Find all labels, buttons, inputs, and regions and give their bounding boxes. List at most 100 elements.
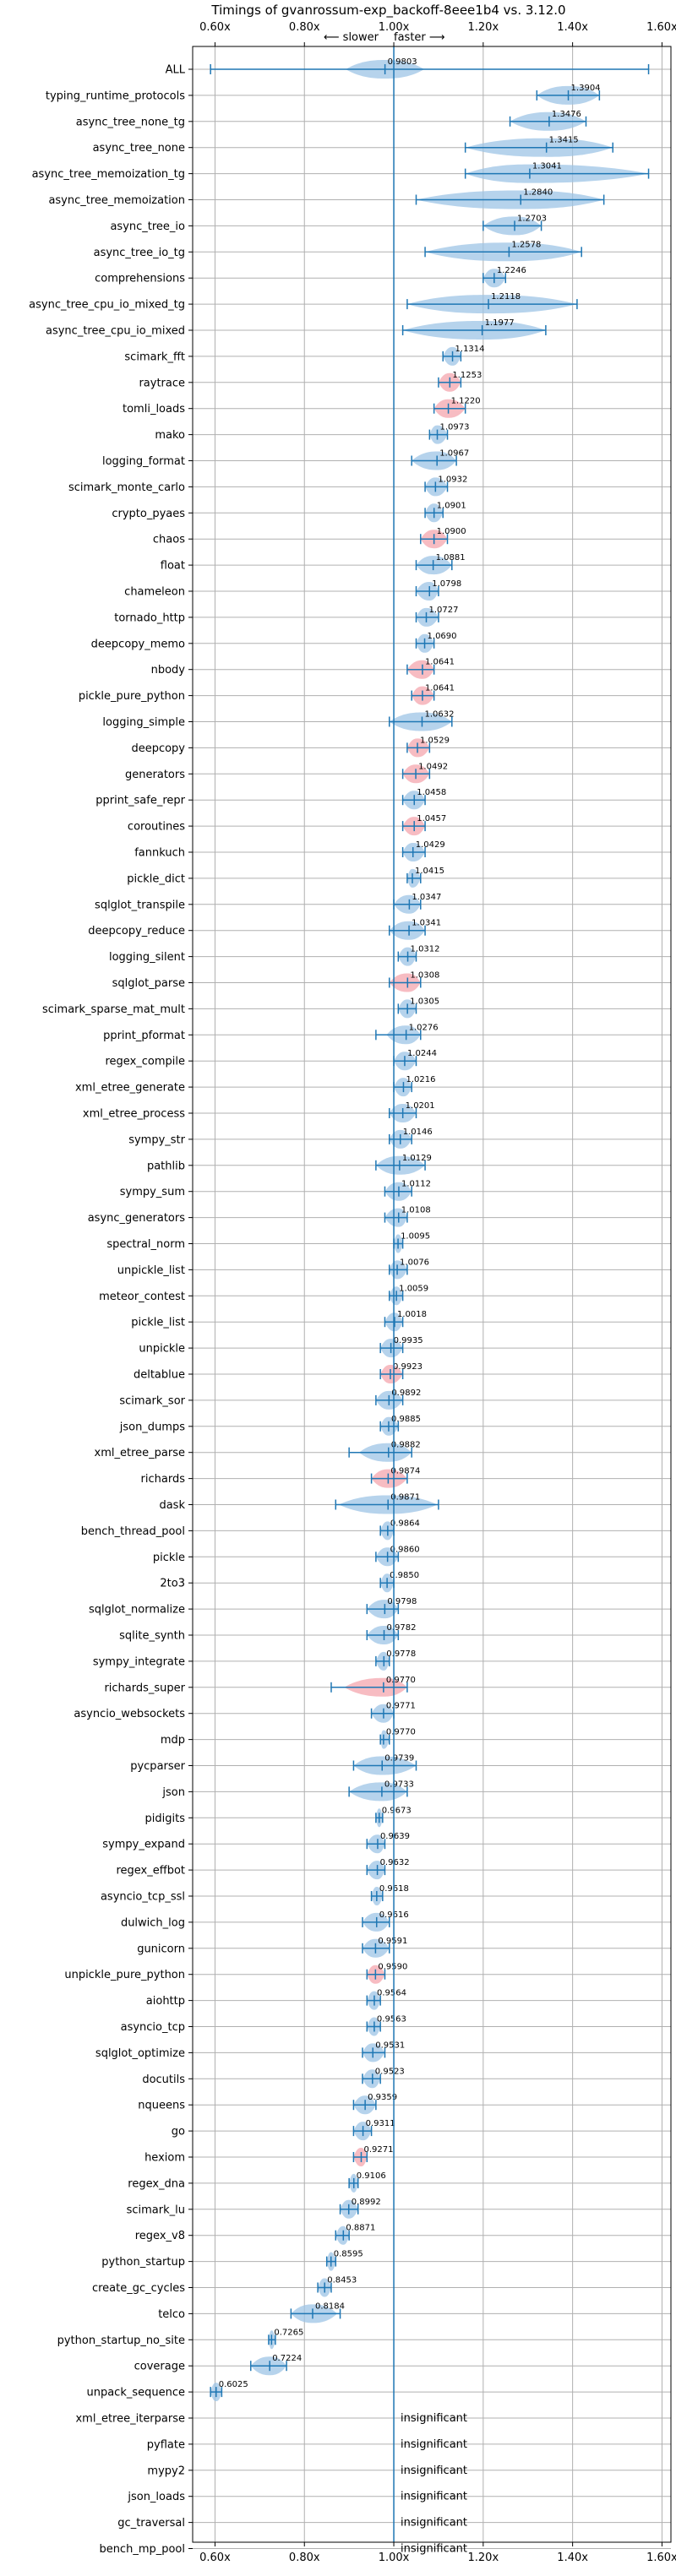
axis-ticks: 0.60x 0.60x 0.80x 0.80x 1.00x 1.00x 1.20x 1.20x… <box>29 21 676 2564</box>
benchmark-label: mypy2 <box>147 2465 185 2477</box>
value-label: 1.3476 <box>552 110 581 119</box>
benchmark-label: sqlite_synth <box>119 1630 185 1643</box>
value-label: 1.0457 <box>417 814 446 823</box>
benchmark-label: regex_compile <box>105 1056 185 1068</box>
chart-title: Timings of gvanrossum-exp_backoff-8eee1b… <box>210 3 565 19</box>
benchmark-label: xml_etree_parse <box>95 1447 185 1459</box>
value-label: 0.8992 <box>352 2198 381 2207</box>
value-label: 0.9639 <box>380 1832 410 1841</box>
value-label: 1.0312 <box>411 945 440 954</box>
value-label: 1.0881 <box>436 553 466 562</box>
value-label: 0.9106 <box>357 2171 386 2181</box>
benchmark-label: typing_runtime_protocols <box>46 90 185 102</box>
benchmark-label: pathlib <box>147 1160 185 1172</box>
benchmark-label: go <box>172 2126 185 2139</box>
benchmark-label: sympy_expand <box>102 1839 185 1851</box>
insignificant-label: insignificant <box>401 2465 467 2477</box>
benchmark-label: json <box>161 1786 185 1799</box>
value-label: 1.1977 <box>485 318 515 328</box>
benchmark-label: unpickle_list <box>117 1264 185 1277</box>
value-label: 0.9770 <box>386 1728 416 1737</box>
benchmark-label: json_dumps <box>119 1421 185 1433</box>
value-label: 0.9782 <box>387 1623 417 1633</box>
value-label: 1.0341 <box>412 919 441 928</box>
x-tick-label-top: 1.40x <box>557 21 588 34</box>
value-label: 0.9590 <box>378 1963 407 1972</box>
value-label: 1.1220 <box>451 397 481 406</box>
benchmark-label: async_tree_memoization <box>48 194 185 207</box>
x-tick-label-top: 1.00x <box>379 21 410 34</box>
benchmark-label: logging_silent <box>109 951 185 964</box>
x-tick-label-bottom: 1.40x <box>557 2552 588 2564</box>
value-label: 0.9359 <box>368 2093 397 2102</box>
benchmark-label: asyncio_websockets <box>74 1708 185 1720</box>
value-label: 1.0076 <box>400 1258 429 1267</box>
value-label: 1.3415 <box>549 136 579 145</box>
value-label: 1.0932 <box>438 475 467 484</box>
benchmark-label: deepcopy <box>131 742 185 755</box>
slower-annotation: ⟵ slower <box>324 31 379 44</box>
benchmark-label: hexiom <box>144 2152 185 2165</box>
benchmark-label: nbody <box>151 664 186 677</box>
benchmark-label: nqueens <box>138 2100 185 2112</box>
grid <box>193 46 671 2549</box>
value-label: 1.0244 <box>407 1049 437 1058</box>
value-label: 0.9864 <box>390 1519 420 1528</box>
benchmark-label: async_tree_none_tg <box>76 116 185 128</box>
faster-annotation: faster ⟶ <box>394 31 445 44</box>
benchmark-label: gc_traversal <box>117 2517 185 2530</box>
benchmark-label: asyncio_tcp <box>121 2021 185 2034</box>
value-label: 1.0415 <box>415 867 444 876</box>
benchmark-label: unpack_sequence <box>86 2387 185 2399</box>
benchmark-label: python_startup <box>101 2256 185 2269</box>
benchmark-label: mdp <box>161 1734 185 1747</box>
value-label: 1.0305 <box>410 997 439 1006</box>
value-label: 0.9935 <box>394 1336 423 1345</box>
value-label: 0.9563 <box>377 2015 406 2024</box>
insignificant-label: insignificant <box>401 2438 467 2451</box>
value-label: 0.8184 <box>315 2302 345 2311</box>
benchmark-label: deepcopy_memo <box>91 638 185 650</box>
value-label: 0.9673 <box>382 1806 412 1815</box>
benchmark-label: async_tree_io_tg <box>94 247 185 259</box>
value-label: 1.0727 <box>428 606 458 615</box>
benchmark-label: generators <box>125 769 185 781</box>
value-label: 0.9733 <box>384 1780 414 1789</box>
benchmark-label: scimark_sparse_mat_mult <box>42 1003 185 1016</box>
benchmark-label: xml_etree_generate <box>75 1082 185 1095</box>
benchmark-label: raytrace <box>139 377 185 389</box>
benchmark-label: sqlglot_normalize <box>89 1604 185 1617</box>
benchmark-label: pickle_list <box>131 1317 185 1329</box>
benchmark-label: pyflate <box>147 2438 185 2451</box>
benchmark-label: mako <box>155 429 185 442</box>
value-label: 1.0529 <box>420 736 450 745</box>
benchmark-label: xml_etree_process <box>83 1108 185 1121</box>
value-label: 0.9923 <box>393 1362 422 1372</box>
benchmark-label: python_startup_no_site <box>57 2334 185 2347</box>
value-label: 1.2246 <box>497 266 526 275</box>
value-label: 1.0458 <box>417 788 446 797</box>
benchmark-label: fannkuch <box>134 847 185 860</box>
value-label: 0.9892 <box>391 1389 421 1398</box>
benchmark-label: dask <box>159 1499 185 1512</box>
insignificant-label: insignificant <box>401 2517 467 2530</box>
benchmark-label: pidigits <box>145 1812 186 1825</box>
value-label: 1.0095 <box>401 1232 430 1242</box>
benchmark-label: pprint_safe_repr <box>95 795 185 807</box>
benchmark-label: 2to3 <box>160 1578 185 1590</box>
value-label: 0.9798 <box>387 1597 417 1606</box>
benchmark-label: regex_dna <box>128 2177 185 2190</box>
x-tick-label-top: 1.20x <box>468 21 499 34</box>
value-label: 0.6025 <box>219 2380 248 2389</box>
benchmark-label: sympy_str <box>128 1133 185 1146</box>
value-label: 0.7265 <box>274 2328 303 2337</box>
value-label: 1.0108 <box>401 1206 431 1215</box>
benchmark-label: unpickle_pure_python <box>64 1969 185 1981</box>
benchmark-label: asyncio_tcp_ssl <box>101 1891 185 1904</box>
benchmark-label: logging_simple <box>102 716 185 729</box>
value-label: 1.3041 <box>532 162 562 171</box>
value-label: 0.9874 <box>390 1467 420 1476</box>
benchmark-label: xml_etree_iterparse <box>75 2413 185 2426</box>
benchmark-label: sympy_integrate <box>93 1655 185 1668</box>
value-label: 1.0798 <box>432 579 461 589</box>
